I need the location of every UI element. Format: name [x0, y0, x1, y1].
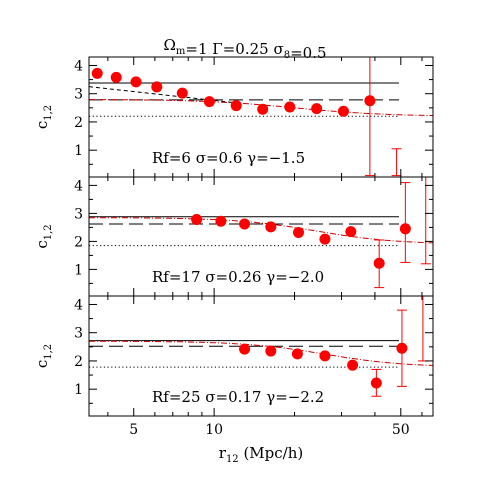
x-label-unit: (Mpc/h)	[239, 444, 304, 462]
y-label-base: c	[33, 360, 51, 368]
data-point	[319, 350, 331, 362]
panel-frame	[88, 295, 434, 417]
data-point	[110, 71, 122, 83]
x-tick-label: 5	[129, 422, 138, 438]
y-tick-label: 1	[74, 143, 83, 159]
x-label-base: r	[219, 444, 227, 462]
panel-3: 1 2 3 4 c1,2 Rf=25 σ=0.17 γ=−2.2	[33, 295, 434, 417]
y-tick-label: 2	[74, 354, 83, 370]
x-label-sub: 12	[226, 454, 239, 465]
data-point	[373, 257, 385, 269]
y-label-sub: 1,2	[43, 344, 54, 360]
title-sigma-val: =0.5	[290, 44, 326, 62]
data-point	[396, 342, 408, 354]
data-point	[239, 218, 251, 230]
panel-plot-area	[89, 177, 433, 289]
y-axis-label: c1,2	[33, 105, 54, 129]
panel-annotation: Rf=17 σ=0.26 γ=−2.0	[152, 268, 324, 286]
y-tick-label: 3	[74, 326, 83, 342]
y-axis-label: c1,2	[33, 224, 54, 248]
data-point	[230, 100, 242, 112]
panel-plot-area	[89, 57, 433, 177]
data-point	[239, 343, 251, 355]
panel-1: 1 2 3 4 c1,2 Rf=6 σ=0.6 γ=−1.5	[33, 56, 434, 178]
y-tick-label: 2	[74, 234, 83, 250]
data-point	[176, 87, 188, 99]
data-point	[337, 105, 349, 117]
y-tick-label: 4	[74, 178, 83, 194]
panel-2: 1 2 3 4 c1,2 Rf=17 σ=0.26 γ=−2.0	[33, 176, 434, 297]
x-axis: 5 10 50 r12 (Mpc/h)	[129, 422, 409, 465]
data-point	[364, 95, 376, 107]
data-point	[215, 215, 227, 227]
title-omega-sub: m	[176, 46, 186, 57]
y-tick-label: 3	[74, 87, 83, 103]
data-point	[191, 214, 203, 226]
y-label-sub: 1,2	[43, 224, 54, 240]
y-tick-label: 1	[74, 262, 83, 278]
model-curve	[89, 340, 433, 366]
data-point	[151, 81, 163, 93]
y-axis-label: c1,2	[33, 344, 54, 368]
data-point	[319, 233, 331, 245]
data-point	[265, 345, 277, 357]
title-omega-val: =1	[185, 40, 212, 58]
data-point	[130, 76, 142, 88]
data-point	[293, 226, 305, 238]
panel-annotation: Rf=25 σ=0.17 γ=−2.2	[152, 388, 324, 406]
data-point	[284, 101, 296, 113]
x-tick-label: 50	[392, 422, 410, 438]
chart-title: Ωm=1 Γ=0.25 σ8=0.5	[163, 36, 326, 62]
y-tick-label: 3	[74, 206, 83, 222]
y-tick-label: 1	[74, 382, 83, 398]
title-sigma-sub: 8	[284, 50, 290, 61]
chart-title-text: Ωm=1 Γ=0.25 σ8=0.5	[163, 36, 326, 62]
data-point	[370, 377, 382, 389]
data-point	[91, 67, 103, 79]
data-point	[399, 223, 411, 235]
panel-plot-area	[89, 296, 433, 397]
y-label-base: c	[33, 121, 51, 129]
y-tick-label: 4	[74, 58, 83, 74]
y-tick-label: 2	[74, 115, 83, 131]
data-point	[265, 221, 277, 233]
data-point	[257, 103, 269, 115]
model-curve	[89, 217, 433, 244]
data-point	[203, 96, 215, 108]
data-point	[347, 359, 359, 371]
y-label-base: c	[33, 240, 51, 248]
title-omega: Ω	[163, 36, 175, 54]
data-point	[311, 103, 323, 115]
data-point	[291, 348, 303, 360]
title-gamma: Γ=0.25	[212, 40, 273, 58]
panel-annotation: Rf=6 σ=0.6 γ=−1.5	[152, 149, 305, 167]
y-label-sub: 1,2	[43, 105, 54, 121]
x-axis-label: r12 (Mpc/h)	[219, 444, 303, 465]
x-tick-label: 10	[205, 422, 223, 438]
y-tick-label: 4	[74, 297, 83, 313]
model-curve	[89, 99, 433, 116]
data-point	[345, 226, 357, 238]
title-sigma: σ	[273, 40, 283, 58]
